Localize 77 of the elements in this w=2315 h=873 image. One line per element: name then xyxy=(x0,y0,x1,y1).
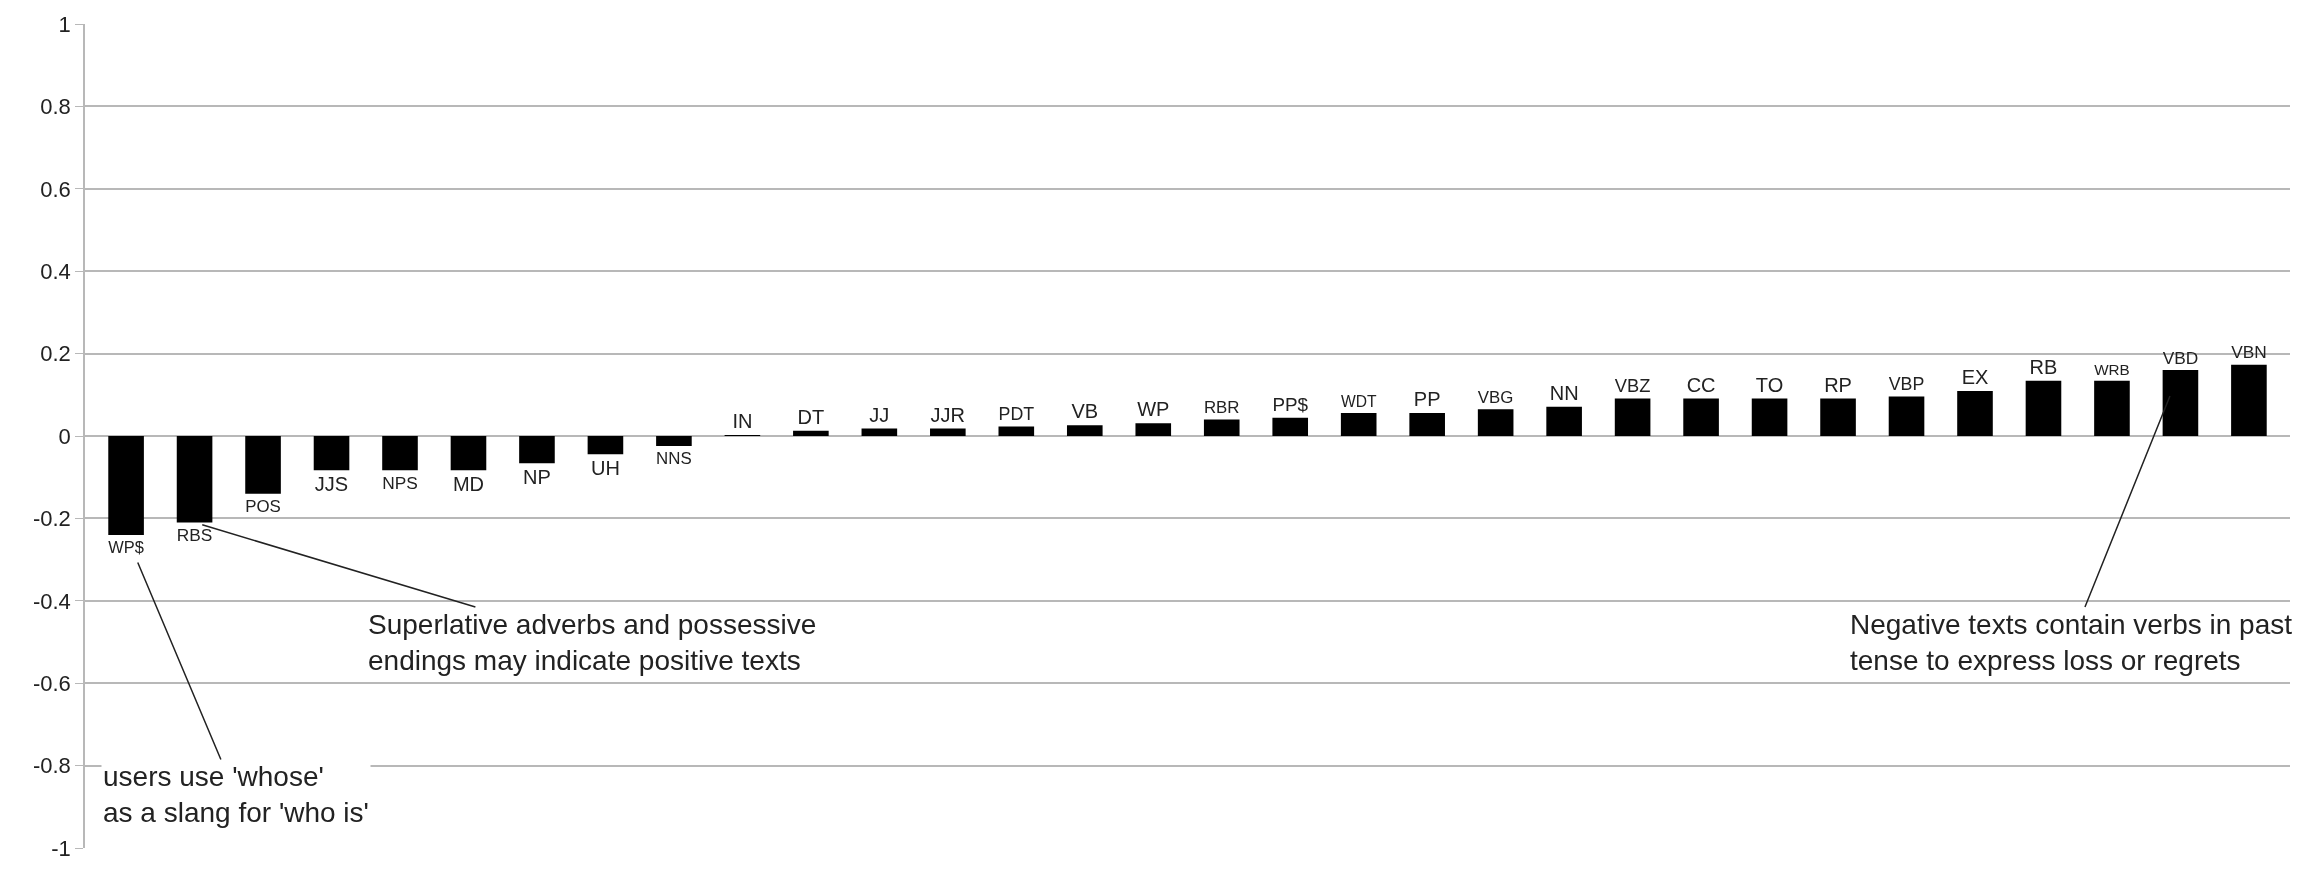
annotation: users use 'whose' as a slang for 'who is' xyxy=(103,761,369,829)
x-tick-label: JJR xyxy=(930,403,966,426)
x-tick-label: JJ xyxy=(869,403,890,426)
x-tick-label: WRB xyxy=(2094,360,2130,378)
x-tick-label: VBG xyxy=(1477,387,1514,407)
bar xyxy=(1683,398,1719,436)
x-tick-label: JJS xyxy=(314,473,349,496)
y-tick-label: 1 xyxy=(58,11,71,37)
bar xyxy=(930,428,966,436)
bar xyxy=(382,436,418,471)
x-tick-label: MD xyxy=(452,473,485,496)
y-tick-label: 0.6 xyxy=(40,176,71,202)
x-tick-label: PP xyxy=(1413,387,1441,410)
bar xyxy=(313,436,350,471)
bar xyxy=(1203,419,1240,436)
bar xyxy=(108,436,144,535)
x-tick-label: VB xyxy=(1071,400,1099,423)
bar xyxy=(2094,380,2130,436)
x-tick-label: VBZ xyxy=(1614,374,1651,396)
x-tick-label: DT xyxy=(797,405,825,428)
bar xyxy=(2025,380,2062,436)
y-tick-label: 0.2 xyxy=(40,341,71,367)
x-tick-label: POS xyxy=(245,496,281,516)
x-tick-label: VBN xyxy=(2231,342,2267,363)
x-tick-label: CC xyxy=(1686,373,1716,396)
y-tick-label: -1 xyxy=(51,835,71,861)
bar xyxy=(1272,417,1309,436)
bar xyxy=(2162,370,2199,436)
bar xyxy=(1820,398,1856,436)
x-tick-label: NNS xyxy=(656,449,692,469)
x-tick-label: EX xyxy=(1961,366,1989,389)
x-tick-label: VBP xyxy=(1888,373,1925,394)
y-tick-label: -0.8 xyxy=(32,753,71,779)
x-tick-label: RBS xyxy=(176,525,213,546)
x-tick-label: UH xyxy=(590,457,620,480)
bar xyxy=(176,436,213,523)
bar xyxy=(519,436,555,464)
x-tick-label: WDT xyxy=(1340,392,1377,410)
bar xyxy=(1751,398,1788,436)
bar xyxy=(1614,398,1651,436)
annotation: Negative texts contain verbs in past tense to express loss or regrets xyxy=(1850,609,2293,677)
x-tick-label: IN xyxy=(732,410,753,432)
bar xyxy=(1888,396,1925,436)
bar xyxy=(998,426,1035,436)
bar xyxy=(245,436,281,494)
x-tick-label: NP xyxy=(523,466,551,489)
x-tick-label: PP$ xyxy=(1272,394,1309,416)
y-tick-label: 0.4 xyxy=(40,258,71,284)
y-tick-label: -0.6 xyxy=(32,670,71,696)
bar xyxy=(1409,412,1445,436)
bar xyxy=(1340,412,1377,436)
bar xyxy=(656,436,692,446)
x-tick-label: PDT xyxy=(998,403,1035,424)
bar xyxy=(1957,391,1993,436)
bar xyxy=(793,430,829,436)
y-tick-label: 0.8 xyxy=(40,94,71,120)
bar xyxy=(587,436,624,455)
x-tick-label: RB xyxy=(2029,355,2058,378)
x-tick-label: WP$ xyxy=(108,537,144,556)
x-tick-label: VBD xyxy=(2162,347,2199,368)
bar xyxy=(861,428,898,436)
bar xyxy=(2231,364,2267,436)
x-tick-label: TO xyxy=(1755,373,1784,396)
bar xyxy=(1135,423,1172,436)
bar xyxy=(1546,406,1582,436)
bar xyxy=(450,436,487,471)
y-tick-label: -0.2 xyxy=(32,506,71,532)
x-tick-label: NN xyxy=(1549,381,1579,404)
x-tick-label: RP xyxy=(1824,373,1852,396)
y-tick-label: -0.4 xyxy=(32,588,71,614)
bar xyxy=(1066,425,1103,436)
bar xyxy=(1477,409,1514,436)
annotation: Superlative adverbs and possessive endings may indicate positive texts xyxy=(368,609,817,677)
y-tick-label: 0 xyxy=(58,423,71,449)
x-tick-label: WP xyxy=(1137,398,1170,421)
x-tick-label: NPS xyxy=(382,472,418,493)
x-tick-label: RBR xyxy=(1203,398,1240,418)
